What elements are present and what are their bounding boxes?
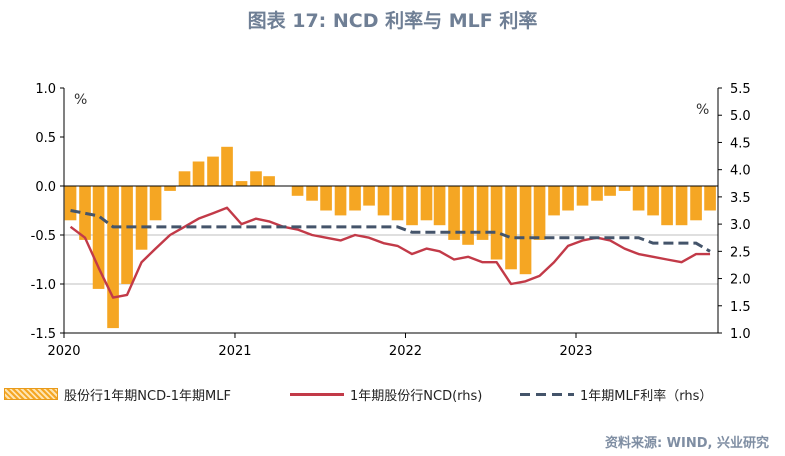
- right-tick-label: 4.0: [730, 164, 751, 179]
- spread-bar: [490, 186, 503, 260]
- chart-canvas: 1.0 0.5 0.0 -0.5 -1.0 -1.5 5.5 5.0 4.5 4.0 3.5 3.0 2…: [31, 82, 751, 359]
- legend-swatch-ncd: [290, 392, 344, 396]
- spread-bar: [562, 186, 574, 211]
- spread-bar: [591, 186, 603, 201]
- left-tick-label: 1.0: [35, 82, 56, 97]
- left-tick-label: 0.5: [35, 131, 56, 146]
- spread-bar: [476, 186, 489, 240]
- spread-bar: [420, 186, 433, 221]
- spread-bar: [548, 186, 560, 216]
- spread-bar: [704, 186, 716, 211]
- legend-swatch-mlf: [520, 392, 574, 396]
- spread-bar: [377, 186, 390, 216]
- legend-label-ncd: 1年期股份行NCD(rhs): [350, 388, 483, 404]
- spread-bar: [576, 186, 589, 206]
- left-tick-label: 0.0: [35, 180, 56, 195]
- spread-bar: [107, 186, 119, 329]
- chart-title: 图表 17: NCD 利率与 MLF 利率: [247, 10, 538, 32]
- spread-bar: [178, 171, 191, 186]
- spread-bar: [92, 186, 105, 289]
- spread-bar: [448, 186, 460, 240]
- source-note: 资料来源: WIND, 兴业研究: [604, 436, 769, 451]
- spread-bar: [363, 186, 375, 206]
- legend-label-mlf: 1年期MLF利率（rhs）: [580, 388, 713, 404]
- left-tick-label: -1.5: [31, 327, 56, 342]
- legend-item-spread: 股份行1年期NCD-1年期MLF: [4, 382, 231, 406]
- spread-bar: [618, 186, 631, 191]
- spread-bar: [192, 161, 205, 186]
- x-tick-label: 2020: [47, 344, 80, 359]
- spread-bar: [462, 186, 474, 245]
- right-axis-unit: %: [696, 102, 709, 118]
- spread-bar: [647, 186, 659, 216]
- legend: 股份行1年期NCD-1年期MLF 1年期股份行NCD(rhs) 1年期MLF利率…: [0, 382, 785, 406]
- right-tick-label: 5.0: [730, 109, 751, 124]
- ncd-line: [69, 206, 711, 299]
- x-tick-label: 2021: [218, 344, 251, 359]
- right-tick-label: 2.5: [730, 245, 751, 260]
- spread-bar: [675, 186, 688, 226]
- right-tick-label: 1.5: [730, 300, 751, 315]
- spread-bar: [306, 186, 318, 201]
- spread-bar: [263, 176, 275, 186]
- legend-swatch-bars: [4, 388, 58, 400]
- spread-bar: [391, 186, 404, 221]
- spread-bar: [334, 186, 347, 216]
- left-tick-label: -1.0: [31, 278, 56, 293]
- right-tick-label: 1.0: [730, 327, 751, 342]
- right-tick-label: 3.0: [730, 218, 751, 233]
- spread-bar: [661, 186, 673, 226]
- legend-item-ncd: 1年期股份行NCD(rhs): [290, 382, 482, 406]
- x-tick-label: 2023: [559, 344, 592, 359]
- spread-bar: [505, 186, 517, 270]
- spread-bar: [135, 186, 148, 250]
- spread-bar: [235, 181, 248, 186]
- spread-bar: [79, 186, 91, 240]
- spread-bar: [250, 171, 262, 186]
- spread-bar: [64, 186, 77, 221]
- spread-bar: [121, 186, 133, 284]
- spread-bar: [433, 186, 446, 226]
- left-axis-unit: %: [74, 92, 87, 108]
- right-tick-label: 2.0: [730, 273, 751, 288]
- right-tick-label: 5.5: [730, 82, 751, 97]
- spread-bar: [291, 186, 304, 196]
- spread-bar: [533, 186, 546, 240]
- x-tick-label: 2022: [389, 344, 422, 359]
- spread-bar: [632, 186, 645, 211]
- right-tick-label: 4.5: [730, 136, 751, 151]
- spread-bar: [164, 186, 176, 191]
- spread-bar: [519, 186, 532, 275]
- spread-bar: [207, 156, 219, 186]
- left-tick-label: -0.5: [31, 229, 56, 244]
- right-tick-label: 3.5: [730, 191, 751, 206]
- spread-bar: [149, 186, 162, 221]
- spread-bar: [406, 186, 418, 226]
- spread-bar: [320, 186, 332, 211]
- legend-label-spread: 股份行1年期NCD-1年期MLF: [64, 388, 231, 404]
- spread-bar: [221, 146, 233, 186]
- spread-bar: [604, 186, 616, 196]
- spread-bar: [690, 186, 702, 221]
- spread-bar: [349, 186, 361, 211]
- legend-item-mlf: 1年期MLF利率（rhs）: [520, 382, 712, 406]
